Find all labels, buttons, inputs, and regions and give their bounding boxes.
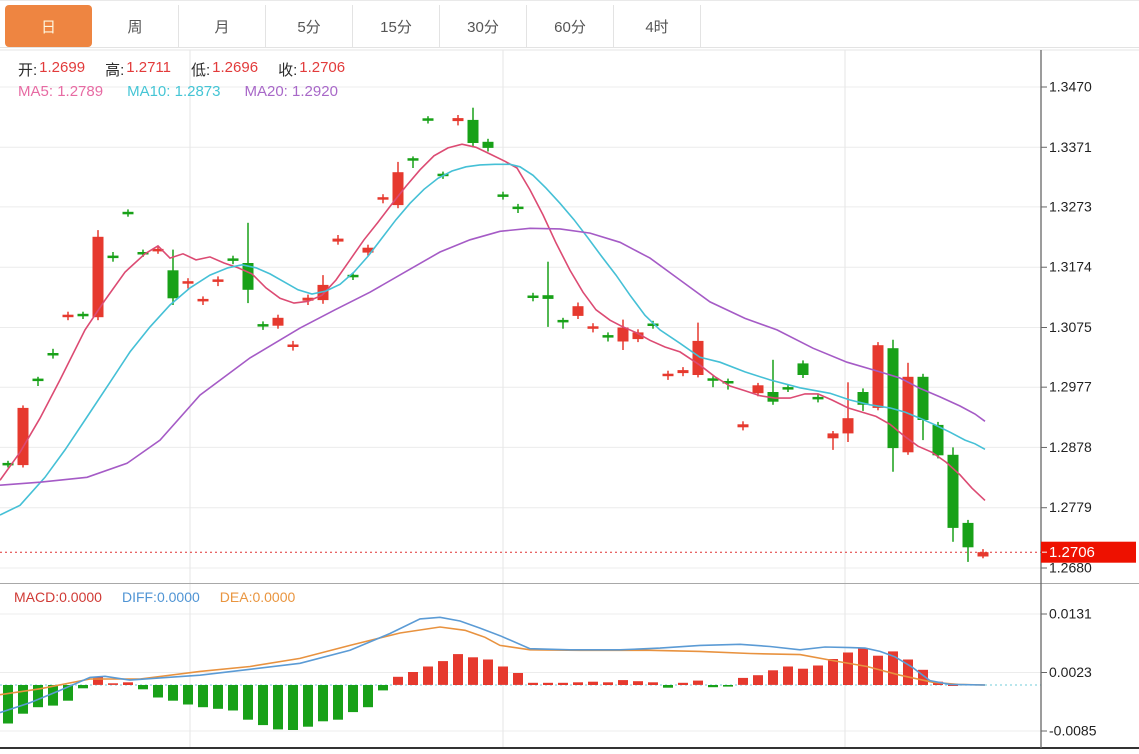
last-price-badge-text: 1.2706 — [1049, 544, 1095, 561]
ma-lines — [0, 143, 986, 516]
tab-5min[interactable]: 5分 — [266, 5, 353, 47]
axis-tick-label: 1.2977 — [1049, 379, 1092, 395]
tab-4hour[interactable]: 4时 — [614, 5, 701, 47]
diff-line — [0, 616, 986, 714]
last-price-badge — [1041, 541, 1136, 563]
axis-tick-label: 1.3174 — [1049, 259, 1092, 275]
axis-tick-label: 1.3075 — [1049, 319, 1092, 335]
gridlines — [0, 49, 1139, 747]
timeframe-tabs: 日 周 月 5分 15分 30分 60分 4时 — [0, 0, 1139, 48]
tab-day[interactable]: 日 — [5, 5, 92, 47]
axis-tick-label: 1.3470 — [1049, 79, 1092, 95]
tab-60min[interactable]: 60分 — [527, 5, 614, 47]
axis-tick-label: 1.2878 — [1049, 439, 1092, 455]
tab-15min[interactable]: 15分 — [353, 5, 440, 47]
macd-histogram — [3, 648, 958, 730]
tab-week[interactable]: 周 — [92, 5, 179, 47]
tab-30min[interactable]: 30分 — [440, 5, 527, 47]
axis-tick-label: 1.3371 — [1049, 139, 1092, 155]
axis-tick-label: 0.0023 — [1049, 664, 1092, 680]
tab-month[interactable]: 月 — [179, 5, 266, 47]
candles — [2, 107, 989, 562]
axis-tick-label: 0.0131 — [1049, 606, 1092, 622]
ma-line-ma10 — [0, 163, 986, 516]
ma-line-ma20 — [0, 227, 986, 486]
price-axis: 1.3470 1.3371 1.3273 1.3174 1.3075 1.2977 1.28… — [1040, 50, 1136, 748]
dea-line — [0, 626, 986, 696]
axis-tick-label: 1.2680 — [1049, 560, 1092, 576]
axis-tick-label: 1.3273 — [1049, 198, 1092, 214]
axis-tick-label: 1.2779 — [1049, 499, 1092, 515]
axis-tick-label: -0.0085 — [1049, 723, 1097, 739]
